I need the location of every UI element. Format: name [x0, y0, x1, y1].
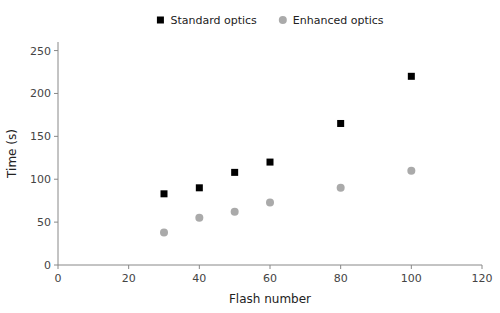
- point: [196, 184, 203, 191]
- x-tick: [199, 265, 200, 269]
- point: [407, 167, 415, 175]
- legend-label: Enhanced optics: [293, 14, 384, 27]
- y-tick: [54, 50, 58, 51]
- y-axis-label: Time (s): [5, 129, 19, 179]
- y-tick: [54, 179, 58, 180]
- point: [231, 169, 238, 176]
- y-tick-label: 0: [44, 259, 51, 272]
- point: [160, 228, 168, 236]
- x-tick-label: 120: [472, 272, 493, 285]
- x-tick: [58, 265, 59, 269]
- x-tick-label: 100: [401, 272, 422, 285]
- point: [161, 190, 168, 197]
- point: [195, 214, 203, 222]
- x-tick: [340, 265, 341, 269]
- point: [231, 208, 239, 216]
- y-tick-label: 200: [30, 87, 51, 100]
- point: [337, 184, 345, 192]
- series-1: [160, 167, 415, 237]
- x-tick-label: 40: [192, 272, 206, 285]
- legend-marker: [157, 17, 164, 24]
- y-tick: [54, 93, 58, 94]
- x-tick: [270, 265, 271, 269]
- legend-marker: [279, 16, 287, 24]
- x-tick-label: 0: [55, 272, 62, 285]
- y-tick-label: 100: [30, 173, 51, 186]
- point: [266, 198, 274, 206]
- y-tick: [54, 222, 58, 223]
- y-tick: [54, 136, 58, 137]
- x-axis-label: Flash number: [229, 292, 311, 306]
- y-tick-label: 50: [37, 216, 51, 229]
- x-tick: [128, 265, 129, 269]
- y-axis-line: [58, 42, 59, 265]
- x-tick-label: 60: [263, 272, 277, 285]
- point: [408, 73, 415, 80]
- x-tick-label: 80: [334, 272, 348, 285]
- point: [337, 120, 344, 127]
- y-tick-label: 150: [30, 130, 51, 143]
- x-tick-label: 20: [122, 272, 136, 285]
- plot-area: [160, 73, 415, 237]
- x-tick: [411, 265, 412, 269]
- series-0: [161, 73, 415, 198]
- point: [267, 159, 274, 166]
- chart: 0 20 40 60 80 100 120 0 50 100 150 200 250 Flash numb…: [0, 0, 500, 313]
- x-axis-line: [58, 265, 482, 266]
- legend-label: Standard optics: [170, 14, 257, 27]
- y-tick-label: 250: [30, 45, 51, 58]
- y-tick: [54, 265, 58, 266]
- x-tick: [482, 265, 483, 269]
- legend: Standard optics Enhanced optics: [157, 14, 384, 27]
